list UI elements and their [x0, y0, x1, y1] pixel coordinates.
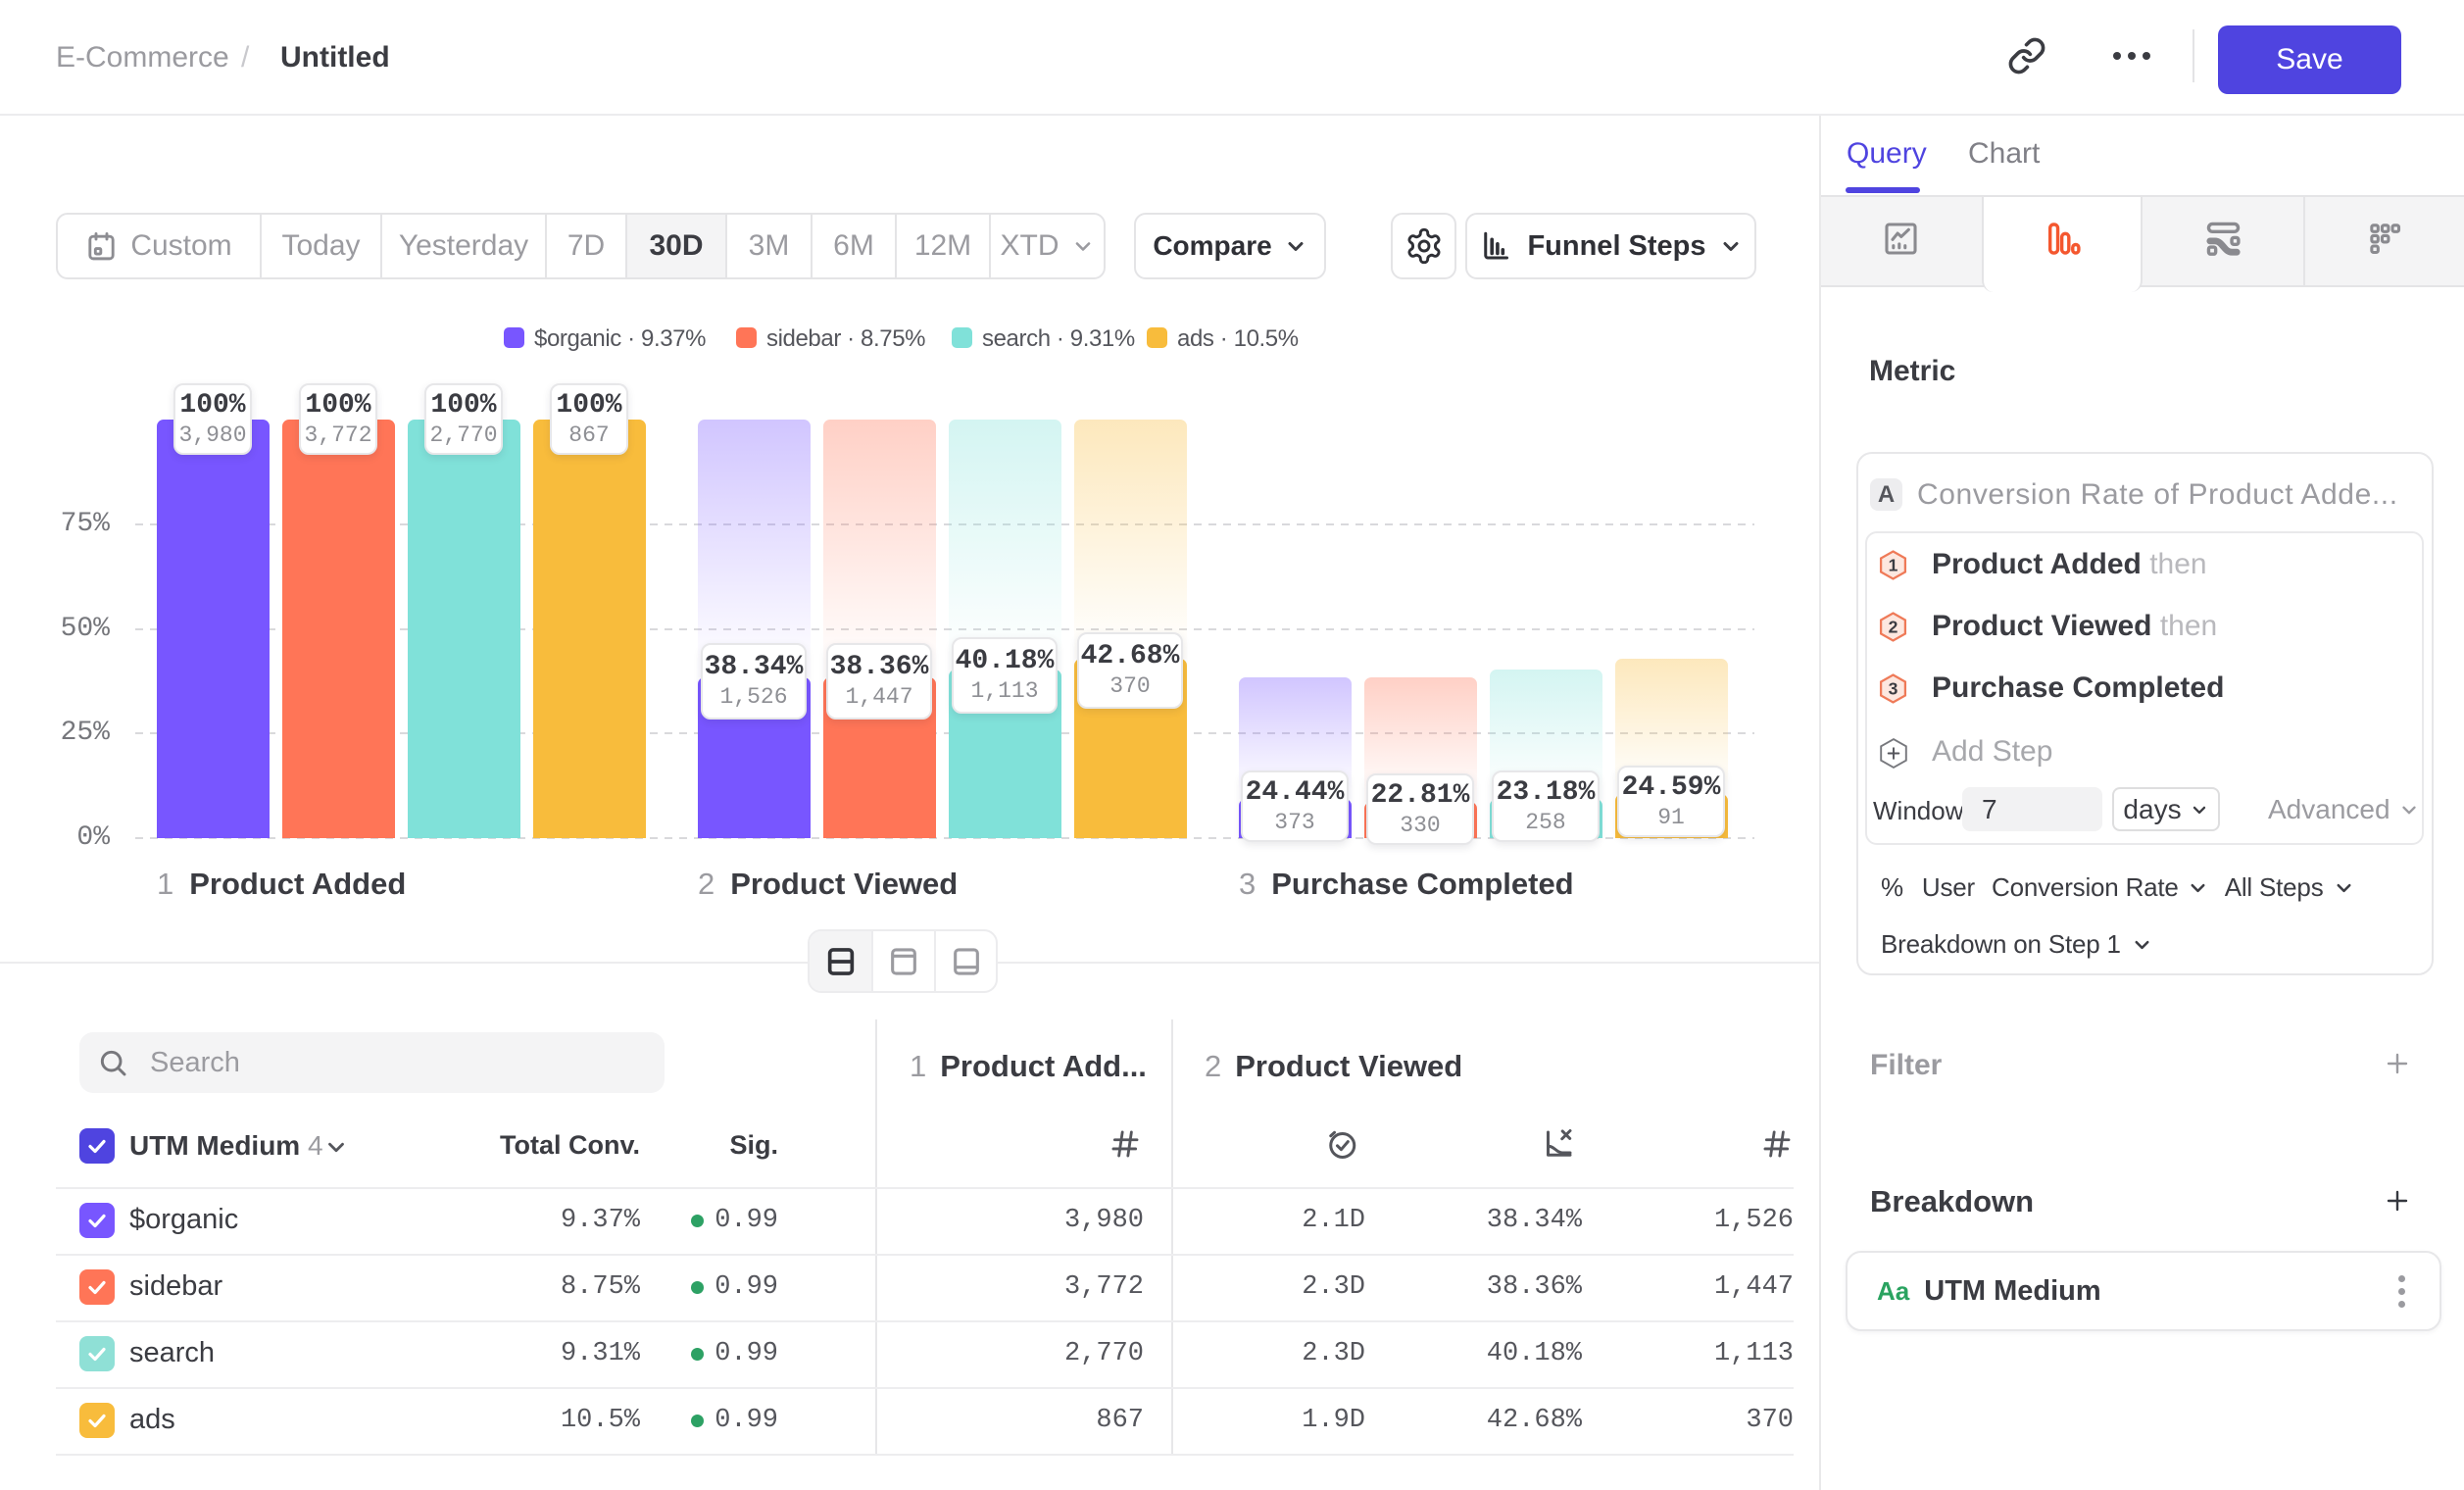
svg-text:3: 3: [1889, 679, 1898, 699]
svg-text:1: 1: [1889, 556, 1898, 575]
svg-text:2: 2: [1889, 618, 1898, 637]
